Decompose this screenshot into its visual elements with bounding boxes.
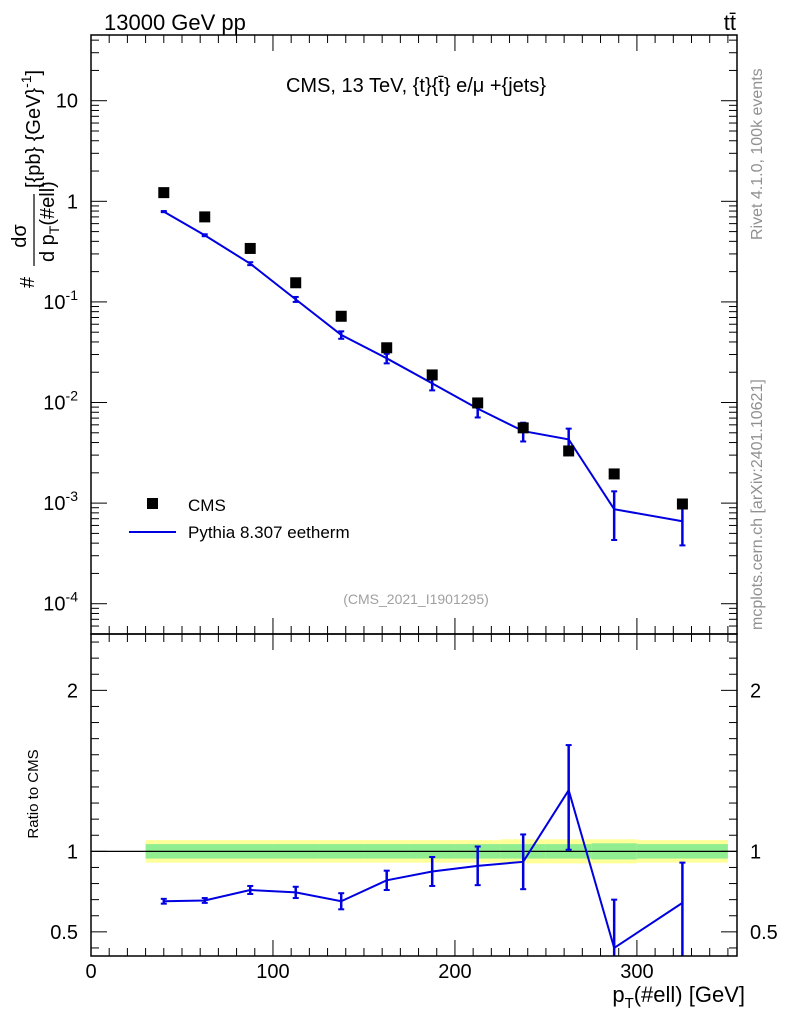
data-point: [676, 498, 688, 510]
x-label-main: p: [612, 982, 624, 1007]
data-point: [158, 187, 170, 199]
ratio-y-axis-label: Ratio to CMS: [25, 749, 42, 838]
data-point: [381, 342, 393, 354]
main-panel: CMS, 13 TeV, {t}{t̄} e/μ +{jets} (CMS_20…: [9, 34, 738, 635]
ratio-x-tick-labels: 0 100 200 300: [85, 961, 653, 983]
x-tick-label: 0: [85, 961, 96, 983]
mcplots-label: mcplots.cern.ch [arXiv:2401.10621]: [749, 379, 766, 630]
main-title: CMS, 13 TeV, {t}{t̄} e/μ +{jets}: [286, 75, 546, 97]
y-label-numerator: dσ: [9, 224, 31, 248]
data-point: [199, 211, 211, 223]
y-label-denom: d p: [37, 234, 59, 262]
data-point: [335, 310, 347, 322]
legend: CMS Pythia 8.307 eetherm: [129, 496, 350, 542]
main-y-tick-label: 10-2: [43, 388, 78, 415]
svg-text:d pT(#ell): d pT(#ell): [37, 181, 62, 262]
ratio-axis-ticks: [90, 634, 737, 956]
y-label-close: ]: [23, 70, 45, 76]
main-y-axis-label: # dσ d pT(#ell) [{pb} {GeV}-1]: [9, 70, 62, 288]
y-label-hash: #: [17, 276, 39, 288]
x-label-tail: (#ell) [GeV]: [634, 982, 745, 1007]
svg-text:[{pb} {GeV}-1]: [{pb} {GeV}-1]: [18, 70, 45, 188]
data-point: [244, 242, 256, 254]
ratio-frame: [90, 633, 738, 957]
data-point: [472, 397, 484, 409]
ratio-y-tick-label-right: 2: [750, 680, 761, 702]
data-point: [608, 468, 620, 480]
main-y-tick-label: 1: [67, 191, 78, 213]
channel-label: tt̄: [724, 10, 736, 35]
ratio-line: [163, 787, 683, 950]
y-label-denom-sub: T: [46, 225, 62, 234]
main-y-tick-label: 10-1: [43, 287, 78, 314]
ratio-band: [91, 839, 737, 864]
main-y-tick-labels: 10-4 10-3 10-2 10-1 1 10: [43, 91, 78, 616]
y-label-exponent: -1: [18, 75, 34, 88]
svg-text:#: #: [17, 276, 39, 288]
legend-data-label: CMS: [188, 496, 226, 515]
ratio-y-tick-label: 2: [67, 680, 78, 702]
main-y-tick-label: 10: [56, 91, 78, 113]
y-label-denom-tail: (#ell): [37, 181, 59, 225]
x-tick-label: 100: [256, 961, 289, 983]
ratio-y-tick-label-right: 0.5: [750, 922, 778, 944]
y-label-units: [{pb} {GeV}: [23, 88, 45, 188]
main-axis-ticks: [90, 35, 737, 635]
ratio-series: [160, 744, 686, 956]
main-y-tick-label: 10-4: [43, 589, 78, 616]
analysis-id: (CMS_2021_I1901295): [343, 591, 489, 607]
data-point: [426, 369, 438, 381]
x-tick-label: 200: [438, 961, 471, 983]
main-frame: [90, 34, 738, 635]
x-label-sub: T: [625, 995, 634, 1012]
main-y-tick-label: 10-3: [43, 488, 78, 515]
legend-mc-label: Pythia 8.307 eetherm: [188, 523, 350, 542]
ratio-y-tick-label-right: 1: [750, 841, 761, 863]
main-series: [158, 187, 688, 547]
ratio-y-tick-label: 0.5: [50, 922, 78, 944]
ratio-y-tick-labels: 0.5 0.5 1 1 2 2: [50, 680, 778, 944]
x-tick-label: 300: [620, 961, 653, 983]
ratio-y-tick-label: 1: [67, 841, 78, 863]
mc-line: [163, 210, 683, 523]
data-point: [563, 445, 575, 457]
data-point: [517, 422, 529, 434]
legend-data-marker: [147, 498, 158, 509]
ratio-panel: 0.5 0.5 1 1 2 2 0 100 200 300 Ratio to CMS pT(#e…: [25, 633, 778, 1012]
process-label: 13000 GeV pp: [104, 10, 246, 35]
data-point: [290, 277, 302, 289]
x-axis-label: pT(#ell) [GeV]: [612, 982, 745, 1012]
rivet-label: Rivet 4.1.0, 100k events: [749, 68, 766, 240]
